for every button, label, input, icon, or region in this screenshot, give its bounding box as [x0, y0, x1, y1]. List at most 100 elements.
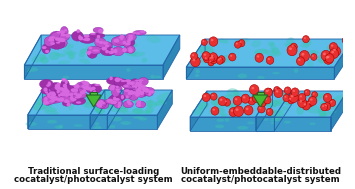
Ellipse shape [120, 121, 131, 125]
Ellipse shape [229, 53, 236, 61]
Ellipse shape [113, 50, 117, 53]
Ellipse shape [63, 84, 67, 88]
Ellipse shape [115, 77, 120, 82]
Ellipse shape [148, 90, 155, 94]
Ellipse shape [119, 106, 128, 112]
Ellipse shape [102, 102, 105, 104]
Ellipse shape [128, 91, 131, 95]
Ellipse shape [275, 88, 277, 90]
Ellipse shape [142, 87, 154, 93]
Ellipse shape [78, 36, 83, 40]
Ellipse shape [39, 79, 53, 89]
Ellipse shape [66, 51, 76, 56]
Ellipse shape [104, 43, 108, 45]
Ellipse shape [143, 88, 149, 91]
Ellipse shape [68, 53, 75, 60]
Ellipse shape [130, 80, 143, 88]
Ellipse shape [79, 52, 86, 57]
Ellipse shape [82, 81, 86, 84]
Ellipse shape [83, 101, 96, 108]
Ellipse shape [323, 54, 333, 64]
Ellipse shape [235, 98, 237, 100]
Polygon shape [256, 117, 331, 131]
Ellipse shape [219, 55, 232, 63]
Ellipse shape [286, 37, 294, 44]
Ellipse shape [99, 41, 103, 44]
Ellipse shape [75, 96, 80, 99]
Ellipse shape [105, 50, 109, 53]
Ellipse shape [154, 76, 161, 78]
Ellipse shape [79, 59, 91, 64]
Ellipse shape [79, 82, 90, 89]
Ellipse shape [308, 96, 317, 105]
Ellipse shape [130, 91, 136, 94]
Ellipse shape [61, 32, 64, 35]
Ellipse shape [299, 100, 302, 102]
Ellipse shape [76, 82, 88, 89]
Ellipse shape [285, 101, 292, 105]
Ellipse shape [111, 48, 114, 51]
Ellipse shape [113, 96, 116, 101]
Ellipse shape [213, 109, 215, 111]
Ellipse shape [46, 84, 50, 87]
Ellipse shape [238, 40, 245, 47]
Polygon shape [157, 90, 172, 129]
Ellipse shape [95, 38, 106, 48]
Ellipse shape [87, 53, 90, 55]
Ellipse shape [47, 93, 51, 98]
Ellipse shape [310, 98, 313, 101]
Ellipse shape [343, 39, 345, 40]
Ellipse shape [191, 56, 200, 67]
Ellipse shape [43, 88, 48, 92]
Ellipse shape [230, 55, 232, 57]
Ellipse shape [309, 50, 317, 57]
Ellipse shape [64, 29, 67, 31]
Ellipse shape [327, 45, 332, 50]
Ellipse shape [132, 32, 136, 34]
Polygon shape [28, 115, 107, 129]
Ellipse shape [129, 93, 138, 100]
Ellipse shape [221, 113, 227, 118]
Ellipse shape [148, 92, 151, 96]
Ellipse shape [215, 125, 224, 128]
Ellipse shape [122, 48, 127, 52]
Ellipse shape [138, 77, 148, 86]
Ellipse shape [264, 119, 268, 121]
Ellipse shape [137, 87, 142, 91]
Ellipse shape [124, 85, 129, 87]
Ellipse shape [204, 95, 206, 97]
Ellipse shape [144, 100, 158, 108]
Ellipse shape [90, 33, 96, 35]
Ellipse shape [127, 82, 132, 85]
Ellipse shape [73, 124, 83, 127]
Ellipse shape [58, 97, 64, 102]
Ellipse shape [255, 53, 263, 62]
Ellipse shape [217, 108, 225, 115]
Ellipse shape [111, 36, 126, 46]
Ellipse shape [250, 95, 266, 102]
Ellipse shape [208, 109, 215, 115]
Ellipse shape [122, 41, 126, 44]
Ellipse shape [284, 96, 286, 98]
Ellipse shape [254, 49, 268, 54]
Ellipse shape [26, 122, 37, 126]
Ellipse shape [196, 69, 200, 74]
Ellipse shape [203, 41, 204, 42]
Polygon shape [90, 90, 105, 129]
Ellipse shape [72, 31, 83, 41]
Ellipse shape [268, 110, 269, 112]
Ellipse shape [276, 91, 288, 97]
Ellipse shape [202, 93, 210, 102]
Ellipse shape [132, 108, 144, 114]
Ellipse shape [60, 92, 66, 97]
Ellipse shape [123, 89, 132, 98]
Ellipse shape [287, 45, 297, 56]
Ellipse shape [50, 42, 55, 45]
Ellipse shape [106, 105, 113, 109]
Ellipse shape [251, 87, 254, 89]
Ellipse shape [89, 89, 97, 96]
Ellipse shape [307, 93, 320, 97]
Ellipse shape [55, 37, 59, 41]
Ellipse shape [111, 87, 120, 97]
Ellipse shape [118, 78, 122, 80]
